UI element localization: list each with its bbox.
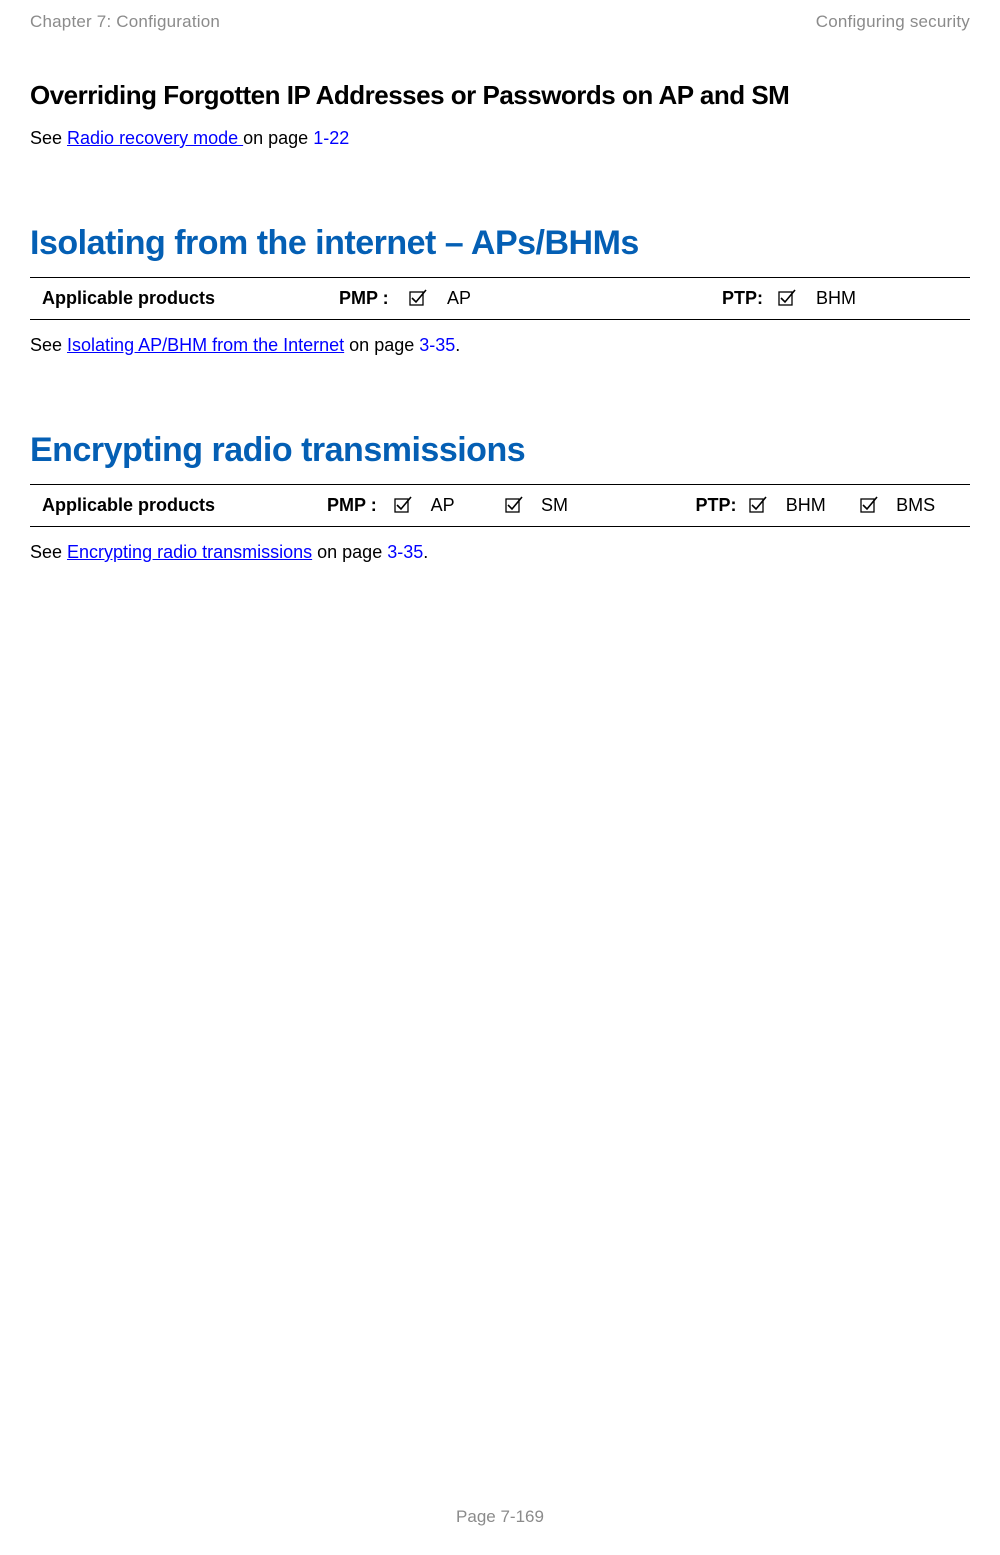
see-line-1: See Radio recovery mode on page 1-22	[30, 125, 970, 152]
label-sm: SM	[541, 495, 615, 516]
text-onpage: on page	[243, 128, 313, 148]
label-bhm: BHM	[786, 495, 860, 516]
checkbox-ap	[409, 288, 447, 309]
applicable-label: Applicable products	[30, 495, 327, 516]
link-encrypting[interactable]: Encrypting radio transmissions	[67, 542, 312, 562]
header-left: Chapter 7: Configuration	[30, 12, 220, 32]
heading-encrypting: Encrypting radio transmissions	[30, 431, 970, 470]
text-see: See	[30, 335, 67, 355]
heading-isolating: Isolating from the internet – APs/BHMs	[30, 224, 970, 263]
pmp-label: PMP :	[339, 288, 409, 309]
label-ap: AP	[447, 288, 524, 309]
checkbox-bhm	[778, 288, 816, 309]
checkbox-sm	[505, 495, 541, 516]
label-bms: BMS	[896, 495, 970, 516]
header-right: Configuring security	[816, 12, 970, 32]
pmp-label: PMP :	[327, 495, 394, 516]
see-line-2: See Isolating AP/BHM from the Internet o…	[30, 332, 970, 359]
ptp-label: PTP:	[696, 495, 750, 516]
label-bhm: BHM	[816, 288, 893, 309]
text-see: See	[30, 542, 67, 562]
text-onpage: on page	[312, 542, 387, 562]
page-ref-1-22[interactable]: 1-22	[313, 128, 349, 148]
text-period: .	[455, 335, 460, 355]
text-period: .	[423, 542, 428, 562]
page-header: Chapter 7: Configuration Configuring sec…	[30, 12, 970, 32]
page-ref-3-35-b[interactable]: 3-35	[387, 542, 423, 562]
page-footer: Page 7-169	[0, 1507, 1000, 1527]
link-radio-recovery[interactable]: Radio recovery mode	[67, 128, 243, 148]
label-ap: AP	[431, 495, 505, 516]
checkbox-ap	[394, 495, 430, 516]
text-see: See	[30, 128, 67, 148]
checkbox-bhm	[749, 495, 785, 516]
see-line-3: See Encrypting radio transmissions on pa…	[30, 539, 970, 566]
checkbox-bms	[860, 495, 896, 516]
heading-override: Overriding Forgotten IP Addresses or Pas…	[30, 80, 970, 111]
applicable-products-row-1: Applicable products PMP : AP PTP: BHM	[30, 277, 970, 320]
applicable-products-row-2: Applicable products PMP : AP SM PTP: BHM…	[30, 484, 970, 527]
text-onpage: on page	[344, 335, 419, 355]
page: Chapter 7: Configuration Configuring sec…	[0, 0, 1000, 1555]
page-ref-3-35-a[interactable]: 3-35	[419, 335, 455, 355]
applicable-label: Applicable products	[30, 288, 339, 309]
ptp-label: PTP:	[722, 288, 778, 309]
link-isolating[interactable]: Isolating AP/BHM from the Internet	[67, 335, 344, 355]
